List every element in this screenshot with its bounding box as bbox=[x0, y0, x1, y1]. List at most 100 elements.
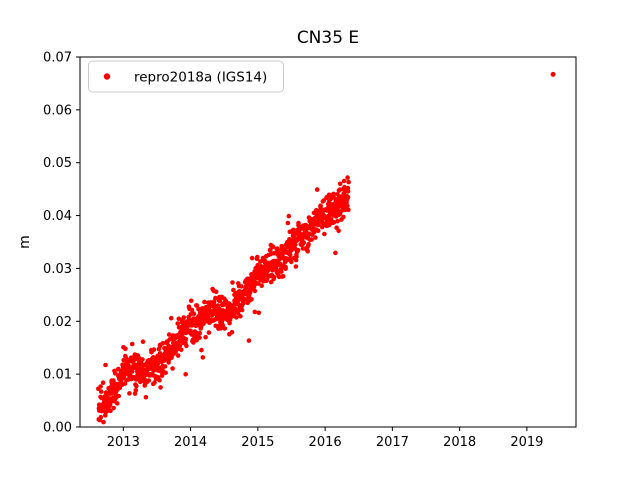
scatter-point bbox=[318, 203, 323, 208]
scatter-point bbox=[114, 401, 120, 406]
scatter-point bbox=[287, 252, 293, 258]
scatter-point bbox=[345, 194, 351, 200]
scatter-point bbox=[252, 288, 258, 294]
scatter-point bbox=[179, 347, 184, 353]
scatter-point-isolated bbox=[550, 71, 556, 77]
scatter-point bbox=[346, 207, 351, 213]
scatter-point bbox=[199, 347, 204, 353]
scatter-point bbox=[140, 357, 145, 362]
scatter-point bbox=[151, 347, 157, 352]
scatter-point bbox=[240, 300, 246, 306]
scatter-point bbox=[211, 299, 217, 304]
scatter-point bbox=[162, 364, 168, 369]
y-axis-label: m bbox=[17, 235, 33, 249]
scatter-point bbox=[289, 259, 294, 265]
scatter-point bbox=[197, 335, 202, 341]
scatter-point bbox=[313, 235, 318, 240]
scatter-point bbox=[189, 307, 195, 313]
scatter-point bbox=[238, 314, 243, 319]
scatter-point bbox=[129, 341, 135, 347]
scatter-point bbox=[202, 299, 207, 305]
scatter-point bbox=[101, 419, 106, 425]
scatter-point bbox=[142, 383, 147, 388]
scatter-point bbox=[249, 255, 255, 261]
scatter-point bbox=[206, 330, 212, 335]
legend-label: repro2018a (IGS14) bbox=[134, 70, 267, 86]
scatter-point bbox=[134, 383, 139, 389]
scatter-point bbox=[254, 254, 260, 260]
scatter-point bbox=[337, 181, 343, 187]
y-tick-label: 0.03 bbox=[43, 262, 72, 277]
scatter-point bbox=[127, 391, 132, 396]
y-tick-label: 0.07 bbox=[43, 51, 72, 66]
scatter-point bbox=[336, 228, 341, 234]
scatter-point bbox=[157, 377, 162, 383]
scatter-points bbox=[96, 71, 556, 425]
scatter-point bbox=[345, 175, 350, 180]
scatter-point bbox=[159, 373, 165, 378]
scatter-point bbox=[234, 315, 239, 320]
scatter-point bbox=[168, 315, 174, 321]
scatter-point bbox=[286, 213, 292, 219]
scatter-point bbox=[191, 311, 197, 317]
scatter-point bbox=[335, 218, 340, 224]
scatter-point bbox=[294, 254, 299, 260]
scatter-point bbox=[249, 297, 254, 302]
scatter-point bbox=[292, 242, 298, 247]
scatter-point bbox=[177, 343, 183, 348]
scatter-point bbox=[140, 339, 146, 345]
legend-frame bbox=[88, 60, 284, 93]
scatter-point bbox=[293, 264, 299, 269]
scatter-point bbox=[327, 222, 332, 227]
scatter-point bbox=[270, 244, 276, 249]
scatter-point bbox=[194, 303, 200, 308]
scatter-point bbox=[259, 283, 265, 289]
scatter-point bbox=[108, 408, 113, 414]
y-tick-label: 0.02 bbox=[43, 315, 72, 330]
scatter-point bbox=[246, 338, 252, 343]
scatter-point bbox=[301, 240, 307, 245]
scatter-point bbox=[170, 366, 175, 371]
scatter-point bbox=[175, 353, 181, 358]
scatter-point bbox=[108, 399, 114, 405]
scatter-point bbox=[252, 309, 258, 315]
y-tick-label: 0.00 bbox=[43, 421, 72, 436]
y-tick-label: 0.01 bbox=[43, 368, 72, 383]
scatter-point bbox=[306, 241, 311, 247]
scatter-point bbox=[163, 370, 168, 376]
scatter-point bbox=[123, 346, 128, 352]
scatter-point bbox=[129, 369, 135, 374]
scatter-point bbox=[279, 269, 284, 274]
scatter-point bbox=[143, 395, 149, 400]
x-tick-label: 2013 bbox=[107, 435, 140, 450]
scatter-point bbox=[230, 280, 235, 285]
scatter-point bbox=[98, 414, 104, 420]
scatter-point bbox=[297, 227, 302, 233]
scatter-point bbox=[222, 326, 228, 331]
scatter-point bbox=[239, 307, 245, 313]
scatter-point bbox=[314, 187, 320, 192]
scatter-point bbox=[175, 321, 180, 326]
scatter-point bbox=[235, 310, 241, 316]
scatter-point bbox=[296, 220, 301, 226]
scatter-point bbox=[328, 217, 334, 222]
scatter-point bbox=[181, 315, 187, 320]
scatter-point bbox=[197, 330, 202, 336]
x-tick-label: 2017 bbox=[376, 435, 409, 450]
scatter-point bbox=[116, 393, 121, 399]
x-tick-label: 2014 bbox=[174, 435, 207, 450]
scatter-point bbox=[184, 343, 189, 349]
scatter-point bbox=[331, 191, 336, 197]
scatter-point bbox=[146, 378, 152, 383]
plot-frame bbox=[79, 56, 577, 428]
scatter-point bbox=[268, 279, 274, 285]
scatter-point bbox=[166, 332, 172, 337]
scatter-point bbox=[333, 250, 338, 256]
legend-box: repro2018a (IGS14) bbox=[88, 60, 284, 93]
y-tick-label: 0.05 bbox=[43, 156, 72, 171]
scatter-point bbox=[188, 298, 194, 304]
scatter-point bbox=[239, 284, 244, 289]
y-tick-label: 0.04 bbox=[43, 209, 72, 224]
